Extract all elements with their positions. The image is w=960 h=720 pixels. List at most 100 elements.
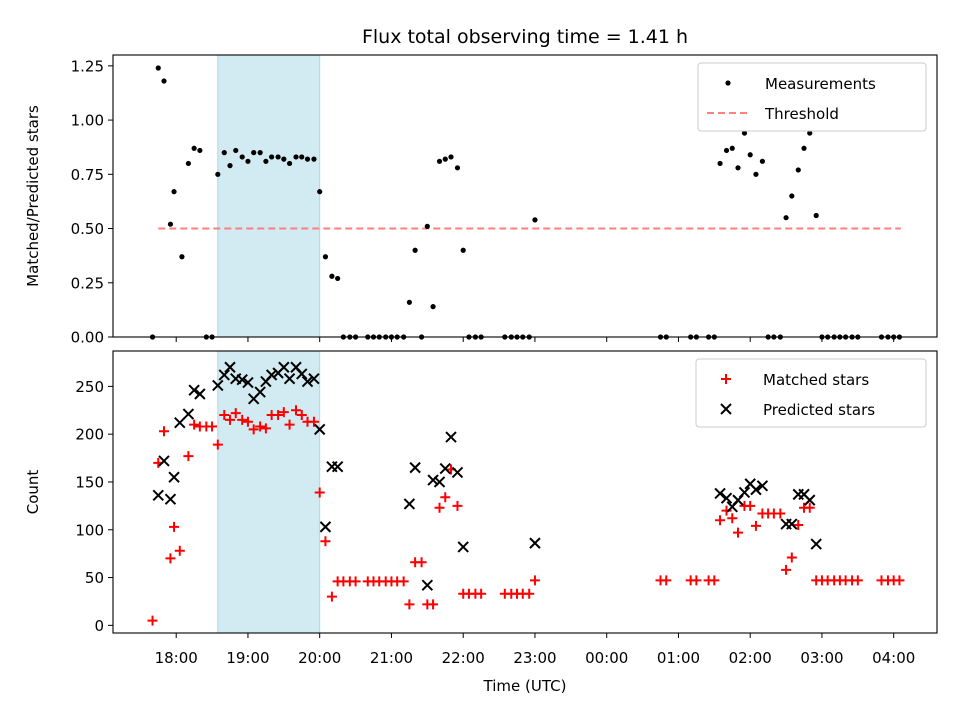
- data-point: [745, 500, 756, 511]
- legend-box: [697, 62, 927, 132]
- data-point: [759, 158, 765, 164]
- y-tick-label: 1.25: [71, 57, 104, 75]
- legend-handle-matched: [721, 374, 731, 384]
- data-point: [296, 368, 308, 380]
- data-point: [314, 487, 325, 498]
- data-point: [753, 171, 759, 177]
- data-point: [224, 361, 236, 373]
- data-point: [445, 431, 457, 443]
- data-point: [188, 384, 200, 396]
- data-point: [263, 158, 269, 164]
- data-point: [691, 575, 702, 586]
- data-point: [428, 599, 439, 610]
- data-point: [194, 388, 206, 400]
- data-point: [439, 462, 451, 475]
- data-point: [230, 408, 241, 419]
- y-tick-label: 200: [75, 426, 104, 444]
- data-point: [161, 78, 167, 84]
- data-point: [852, 575, 863, 586]
- data-point: [218, 369, 230, 381]
- data-point: [406, 299, 412, 305]
- data-point: [427, 474, 439, 486]
- data-point: [801, 145, 807, 151]
- data-point: [661, 575, 672, 586]
- data-point: [171, 189, 177, 195]
- data-point: [237, 414, 248, 425]
- data-point: [460, 247, 466, 253]
- data-point: [147, 615, 158, 626]
- data-point: [750, 520, 761, 531]
- data-point: [783, 215, 789, 221]
- data-point: [723, 147, 730, 154]
- y-tick-label: 50: [85, 569, 104, 587]
- data-point: [225, 414, 236, 425]
- highlight-span: [217, 350, 321, 634]
- data-point: [251, 150, 257, 156]
- data-point: [304, 156, 311, 162]
- data-point: [813, 212, 819, 219]
- axes-frame: [112, 350, 938, 634]
- legend-handle-predicted: [720, 403, 732, 415]
- legend-box: [695, 358, 927, 428]
- data-point: [810, 538, 822, 550]
- data-point: [233, 147, 239, 154]
- data-point: [781, 564, 792, 575]
- data-point: [433, 476, 446, 488]
- data-point: [281, 156, 287, 162]
- data-point: [155, 65, 161, 71]
- data-point: [299, 154, 305, 160]
- data-point: [717, 160, 723, 167]
- x-tick-label: 21:00: [370, 649, 413, 667]
- chart-title: Flux total observing time = 1.41 h: [362, 26, 688, 48]
- data-point: [436, 158, 443, 164]
- data-point: [727, 513, 738, 524]
- data-point: [164, 493, 177, 505]
- data-point: [320, 536, 331, 547]
- data-point: [183, 451, 194, 462]
- data-point: [242, 416, 253, 427]
- data-point: [793, 519, 804, 530]
- data-point: [248, 424, 259, 435]
- data-point: [286, 160, 293, 167]
- data-point: [191, 145, 197, 151]
- y-tick-label: 0.00: [71, 329, 104, 347]
- data-point: [720, 492, 733, 504]
- x-tick-label: 20:00: [298, 649, 341, 667]
- data-point: [714, 487, 726, 500]
- data-point: [735, 165, 741, 171]
- highlight-span: [217, 54, 321, 338]
- data-point: [293, 154, 299, 160]
- data-point: [165, 553, 176, 564]
- data-point: [789, 193, 795, 199]
- x-tick-label: 00:00: [585, 649, 628, 667]
- data-point: [804, 494, 816, 506]
- x-tick-label: 19:00: [226, 649, 269, 667]
- data-point: [174, 545, 185, 556]
- data-point: [284, 419, 295, 430]
- data-point: [169, 521, 180, 532]
- data-point: [786, 552, 797, 563]
- data-point: [750, 483, 762, 496]
- data-point: [804, 502, 815, 513]
- data-point: [212, 379, 224, 392]
- data-point: [179, 254, 185, 260]
- data-point: [296, 410, 307, 421]
- data-point: [457, 541, 469, 553]
- data-point: [242, 376, 254, 389]
- data-point: [182, 408, 195, 420]
- y-tick-label: 0.75: [71, 166, 104, 184]
- data-point: [283, 373, 296, 385]
- data-point: [350, 576, 361, 587]
- legend-handle-measurements: [725, 80, 731, 86]
- series-predicted-stars: [152, 361, 822, 591]
- data-point: [524, 588, 535, 599]
- data-point: [529, 575, 540, 586]
- data-point: [729, 145, 735, 151]
- axes-frame: [112, 54, 938, 338]
- count-panel: 0 50 100 150 200 250 18:00 19:00 20:00 21:00 22:00…: [24, 350, 938, 667]
- data-point: [434, 502, 445, 513]
- y-tick-label: 150: [75, 473, 104, 491]
- data-point: [313, 423, 326, 436]
- data-point: [236, 373, 248, 386]
